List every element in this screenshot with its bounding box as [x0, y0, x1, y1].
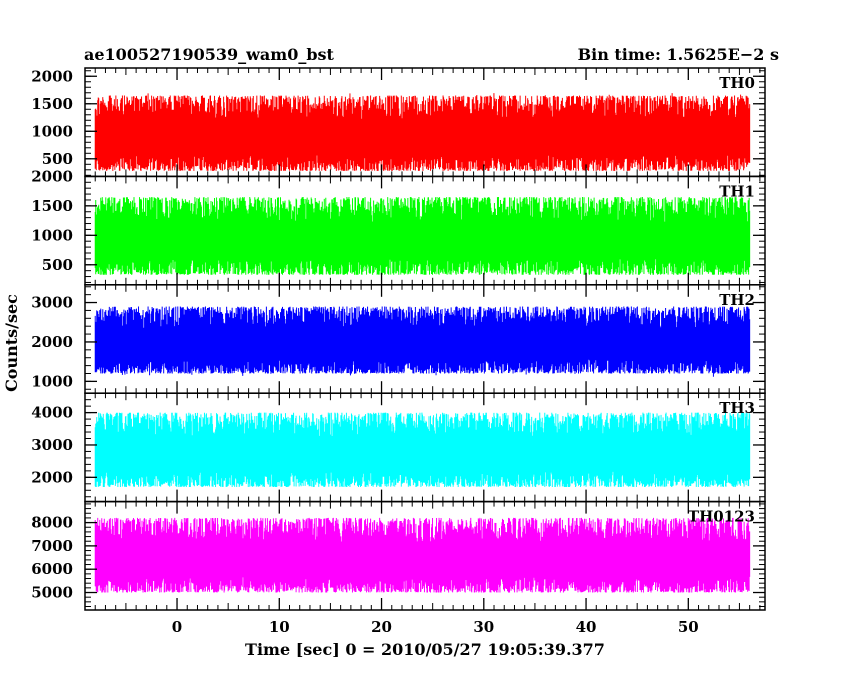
panel-label: TH0 [719, 74, 755, 92]
panel-label: TH3 [719, 399, 755, 417]
series-th0 [94, 93, 751, 171]
y-tick-label: 1500 [31, 197, 73, 215]
series-th2 [94, 306, 751, 377]
y-tick-label: 500 [42, 256, 73, 274]
series-th0123 [94, 517, 751, 593]
y-tick-label: 2000 [31, 167, 73, 185]
series-th1 [94, 197, 751, 275]
x-tick-label: 10 [269, 618, 290, 636]
y-tick-label: 8000 [31, 514, 73, 532]
x-tick-label: 40 [576, 618, 597, 636]
y-tick-label: 4000 [31, 404, 73, 422]
panel-label: TH2 [719, 291, 755, 309]
x-tick-label: 30 [473, 618, 494, 636]
x-tick-label: 20 [371, 618, 392, 636]
y-tick-label: 6000 [31, 560, 73, 578]
chart-title-right: Bin time: 1.5625E−2 s [578, 45, 779, 64]
panel-th0123: 5000 6000 7000 8000 TH0123 [31, 500, 766, 611]
panel-label: TH0123 [688, 508, 755, 526]
x-tick-label: 50 [678, 618, 699, 636]
y-tick-label: 3000 [31, 294, 73, 312]
y-tick-label: 1500 [31, 95, 73, 113]
y-axis-label: Counts/sec [2, 294, 21, 392]
panel-label: TH1 [719, 182, 755, 200]
y-tick-label: 2000 [31, 67, 73, 85]
y-tick-label: 5000 [31, 584, 73, 602]
series-th3 [94, 412, 751, 487]
y-tick-label: 1000 [31, 122, 73, 140]
y-tick-label: 3000 [31, 436, 73, 454]
y-tick-label: 7000 [31, 537, 73, 555]
x-tick-label: 0 [172, 618, 182, 636]
panel-th3: 2000 3000 4000 TH3 [31, 392, 766, 503]
panel-th0: 500 1000 1500 2000 TH0 [31, 67, 766, 178]
y-tick-label: 1000 [31, 226, 73, 244]
y-tick-label: 2000 [31, 333, 73, 351]
y-tick-label: 500 [42, 150, 73, 168]
panel-frame [84, 500, 766, 611]
panel-th1: 500 1000 1500 2000 TH1 [31, 167, 766, 286]
chart-title-left: ae100527190539_wam0_bst [84, 45, 335, 64]
x-axis-label: Time [sec] 0 = 2010/05/27 19:05:39.377 [245, 640, 605, 659]
panel-th2: 1000 2000 3000 TH2 [31, 284, 766, 394]
y-tick-label: 1000 [31, 372, 73, 390]
y-tick-label: 2000 [31, 468, 73, 486]
